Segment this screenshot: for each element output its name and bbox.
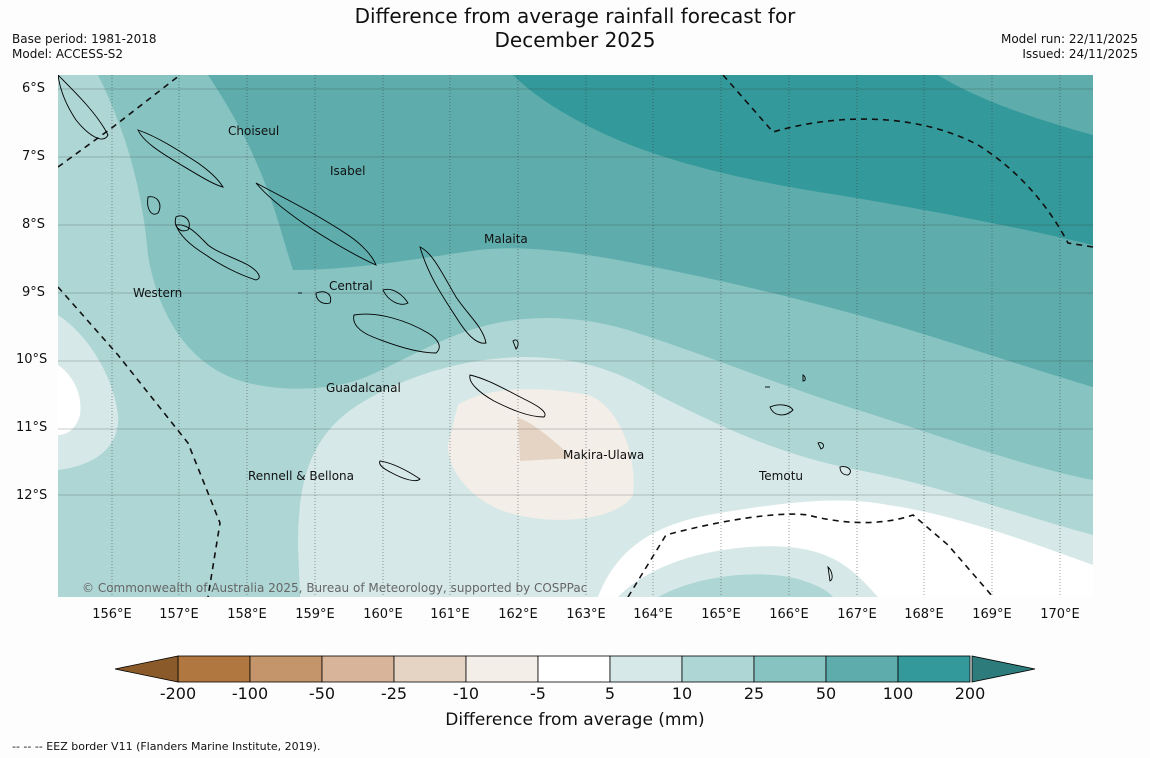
- santa-cruz-islands: [769, 404, 794, 416]
- lat-label: 6°S: [22, 81, 46, 96]
- colorbar-tick: -200: [159, 684, 197, 703]
- lat-label: 7°S: [22, 149, 46, 164]
- lon-label: 166°E: [769, 607, 809, 622]
- model-name: Model: ACCESS-S2: [12, 47, 124, 61]
- colorbar-tick: 50: [815, 684, 837, 703]
- band-100-200: [513, 75, 1093, 245]
- title-line-1: Difference from average rainfall forecas…: [354, 4, 796, 28]
- new-georgia-islands: [175, 224, 260, 281]
- eez-legend-note: -- -- -- EEZ border V11 (Flanders Marine…: [12, 740, 321, 753]
- model-run: Model run: 22/11/2025: [1000, 32, 1138, 46]
- colorbar-tick: 200: [954, 684, 986, 703]
- colorbar-segment: [609, 655, 683, 683]
- rennell-island: [379, 460, 421, 482]
- colorbar-title: Difference from average (mm): [445, 710, 705, 730]
- lon-label: 169°E: [972, 607, 1012, 622]
- colorbar-segment: [681, 655, 755, 683]
- rainfall-map: Choiseul Isabel Malaita Central Western …: [58, 75, 1093, 597]
- colorbar-segment: [897, 655, 971, 683]
- lat-label: 11°S: [16, 420, 48, 435]
- region-label-rennell: Rennell & Bellona: [248, 469, 354, 483]
- copyright-note: © Commonwealth of Australia 2025, Bureau…: [82, 581, 587, 595]
- chart-title: Difference from average rainfall forecas…: [300, 4, 850, 52]
- colorbar-segment: [249, 655, 323, 683]
- lon-label: 160°E: [363, 607, 403, 622]
- lon-label: 163°E: [566, 607, 606, 622]
- northwest-island: [58, 75, 109, 140]
- region-label-guadalcanal: Guadalcanal: [326, 381, 401, 395]
- colorbar-tick: 5: [604, 684, 616, 703]
- region-label-malaita: Malaita: [484, 232, 528, 246]
- colorbar-segment: [321, 655, 395, 683]
- lon-label: 158°E: [227, 607, 267, 622]
- colorbar-segment: [393, 655, 467, 683]
- isabel-island: [255, 182, 377, 266]
- colorbar-extension-low: [114, 655, 179, 683]
- guadalcanal-island: [353, 313, 440, 354]
- colorbar-tick: -25: [380, 684, 408, 703]
- colorbar-extension-high: [971, 655, 1036, 683]
- eez-border-west: [58, 286, 221, 597]
- lon-label: 170°E: [1040, 607, 1080, 622]
- lon-label: 162°E: [498, 607, 538, 622]
- colorbar-segment: [537, 655, 611, 683]
- colorbar-segment: [753, 655, 827, 683]
- colorbar-tick: -50: [308, 684, 336, 703]
- colorbar-tick: 25: [743, 684, 765, 703]
- lon-label: 159°E: [295, 607, 335, 622]
- title-line-2: December 2025: [494, 28, 656, 52]
- model-info: Base period: 1981-2018 Model: ACCESS-S2: [12, 32, 157, 62]
- lat-label: 9°S: [22, 285, 46, 300]
- florida-islands: [315, 291, 332, 304]
- lat-label: 8°S: [22, 217, 46, 232]
- issued-date: Issued: 24/11/2025: [1022, 47, 1138, 61]
- colorbar-tick: -100: [231, 684, 269, 703]
- eez-border-west-north: [58, 75, 181, 168]
- eez-border-south: [627, 513, 994, 597]
- region-label-western: Western: [133, 286, 182, 300]
- lon-label: 156°E: [92, 607, 132, 622]
- malaita-island: [419, 246, 487, 344]
- colorbar-tick: 10: [671, 684, 693, 703]
- colorbar-segment: [177, 655, 251, 683]
- region-label-isabel: Isabel: [330, 164, 365, 178]
- lon-label: 167°E: [837, 607, 877, 622]
- choiseul-island: [137, 129, 224, 188]
- lon-label: 161°E: [430, 607, 470, 622]
- lon-label: 164°E: [633, 607, 673, 622]
- colorbar: [114, 655, 1036, 683]
- colorbar-tick: -5: [530, 684, 546, 703]
- colorbar-segment: [465, 655, 539, 683]
- region-label-central: Central: [329, 279, 373, 293]
- region-label-choiseul: Choiseul: [228, 124, 279, 138]
- colorbar-segment: [825, 655, 899, 683]
- eez-border-east: [722, 75, 1093, 248]
- lon-label: 168°E: [904, 607, 944, 622]
- colorbar-tick: -10: [452, 684, 480, 703]
- base-period: Base period: 1981-2018: [12, 32, 157, 46]
- lat-label: 12°S: [16, 488, 48, 503]
- colorbar-tick: 100: [882, 684, 914, 703]
- region-label-temotu: Temotu: [758, 469, 803, 483]
- lat-label: 10°S: [16, 352, 48, 367]
- region-label-makira: Makira-Ulawa: [563, 448, 644, 462]
- lon-label: 165°E: [701, 607, 741, 622]
- lon-label: 157°E: [159, 607, 199, 622]
- run-info: Model run: 22/11/2025 Issued: 24/11/2025: [1001, 32, 1138, 62]
- makira-island: [469, 374, 546, 418]
